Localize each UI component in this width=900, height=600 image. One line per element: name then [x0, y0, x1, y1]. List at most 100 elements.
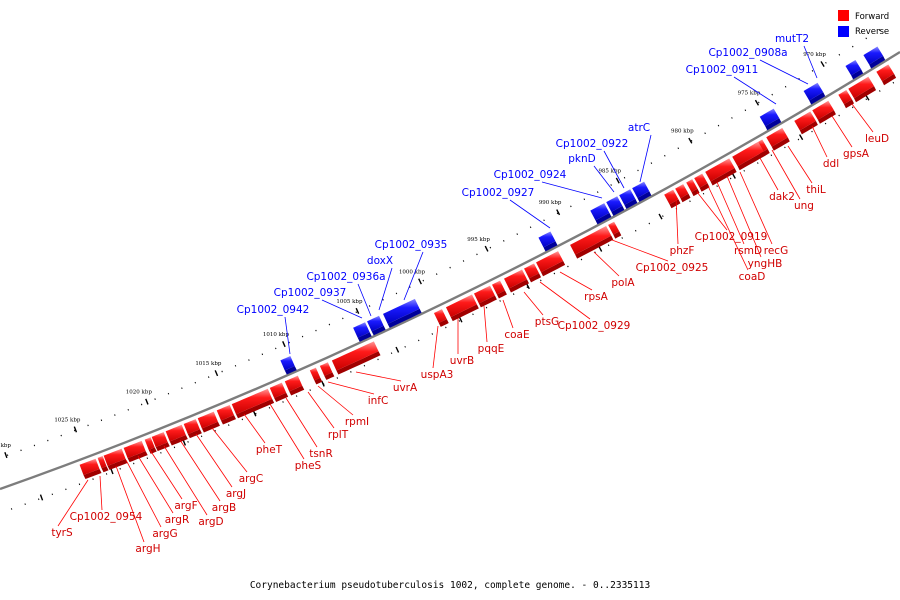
gene-feature-polA[interactable] [608, 221, 620, 235]
gene-feature-Cp1002_0937[interactable] [353, 322, 370, 338]
reverse-gene-label[interactable]: Cp1002_0924 [494, 169, 567, 181]
gene-feature-gpsA[interactable] [848, 76, 875, 99]
forward-gene-label[interactable]: polA [611, 277, 635, 289]
forward-gene-label[interactable]: argF [174, 500, 197, 512]
gene-feature-leuD[interactable] [876, 64, 895, 82]
gene-feature-Cp1002_0911[interactable] [803, 82, 824, 101]
reverse-gene-label[interactable]: Cp1002_0908a [708, 47, 787, 59]
forward-gene-label[interactable]: phzF [670, 245, 695, 257]
forward-gene-label[interactable]: rsmD [734, 245, 762, 257]
reverse-gene-label[interactable]: Cp1002_0935 [375, 239, 448, 251]
forward-gene-label[interactable]: Cp1002_0954 [70, 511, 143, 523]
forward-gene-label[interactable]: ung [794, 200, 814, 212]
gene-feature-rpmI[interactable] [309, 367, 321, 381]
reverse-gene-label[interactable]: pknD [568, 153, 596, 165]
gene-feature-uvrA[interactable] [331, 341, 379, 371]
forward-gene-label[interactable]: ptsG [535, 316, 559, 328]
forward-gene-label[interactable]: gpsA [843, 148, 870, 160]
forward-gene-label[interactable]: tsnR [309, 448, 333, 460]
gene-feature-coaE[interactable] [504, 269, 527, 289]
forward-gene-label[interactable]: leuD [865, 133, 889, 145]
gene-feature-mutT2[interactable] [863, 46, 884, 65]
gene-feature-Cp1002_0942[interactable] [280, 356, 295, 371]
gene-feature-ptsG[interactable] [524, 263, 540, 279]
gene-feature-tsnR[interactable] [269, 382, 287, 398]
gene-feature-dak2[interactable] [766, 127, 788, 147]
gene-feature-Cp1002_0924[interactable] [606, 196, 623, 212]
forward-gene-label[interactable]: dak2 [769, 191, 795, 203]
gene-feature-yngHB[interactable] [732, 141, 764, 167]
forward-gene-label[interactable]: argD [198, 516, 223, 528]
forward-gene-label[interactable]: recG [764, 245, 788, 257]
gene-feature-Cp1002_0936a[interactable] [367, 315, 384, 332]
gene-feature-pheT[interactable] [216, 404, 235, 421]
gene-feature-phzF[interactable] [664, 189, 679, 205]
forward-gene-label[interactable]: uvrB [450, 355, 474, 367]
gene-feature-Cp1002_0919[interactable] [686, 179, 698, 193]
gene-feature-rpsA[interactable] [570, 225, 612, 255]
forward-gene-label[interactable]: uvrA [393, 382, 418, 394]
forward-gene-label[interactable]: ddl [823, 158, 839, 170]
gene-feature-Cp1002_0908a[interactable] [845, 59, 862, 76]
forward-gene-label[interactable]: argR [165, 514, 190, 526]
gene-feature-ung[interactable] [794, 111, 816, 131]
gene-feature-atrC[interactable] [759, 108, 780, 127]
gene-feature-pheS[interactable] [231, 388, 273, 415]
forward-gene-label[interactable]: Cp1002_0925 [636, 262, 709, 274]
gene-feature-uspA3[interactable] [433, 309, 447, 323]
gene-feature-argD[interactable] [151, 432, 168, 448]
reverse-gene-label[interactable]: doxX [367, 255, 393, 267]
gene-feature-pknD[interactable] [619, 189, 636, 205]
forward-gene-label[interactable]: argC [239, 473, 264, 485]
gene-feature-argG[interactable] [103, 448, 126, 466]
forward-gene-label[interactable]: rpsA [584, 291, 608, 303]
gene-feature-ddl[interactable] [838, 89, 852, 105]
gene-feature-argF[interactable] [144, 437, 155, 450]
gene-feature-rsmD[interactable] [705, 158, 735, 182]
reverse-gene-label[interactable]: atrC [628, 122, 650, 134]
gene-feature-Cp1002_0925[interactable] [675, 184, 689, 199]
forward-gene-label[interactable]: argJ [226, 488, 246, 500]
gene-feature-argC[interactable] [197, 411, 218, 429]
gene-feature-Cp1002_0929[interactable] [536, 251, 564, 273]
gene-feature-rplT[interactable] [284, 375, 303, 392]
forward-gene-label[interactable]: pheT [256, 444, 283, 456]
forward-gene-label[interactable]: coaD [739, 271, 766, 283]
forward-gene-label[interactable]: yngHB [748, 258, 783, 270]
gene-feature-argH[interactable] [97, 456, 107, 469]
gene-feature-thiL[interactable] [812, 100, 834, 120]
reverse-gene-label[interactable]: Cp1002_0922 [556, 138, 629, 150]
gene-feature-infC[interactable] [319, 362, 333, 376]
gene-feature-tyrS[interactable] [79, 458, 100, 476]
reverse-gene-label[interactable]: Cp1002_0911 [686, 64, 759, 76]
gene-feature-argJ[interactable] [183, 419, 200, 435]
forward-gene-label[interactable]: argH [135, 543, 160, 555]
gene-feature-uvrB2[interactable] [445, 294, 477, 318]
gene-feature-coaD[interactable] [694, 173, 708, 188]
forward-gene-label[interactable]: pqqE [478, 343, 505, 355]
forward-gene-label[interactable]: argG [152, 528, 177, 540]
forward-gene-label[interactable]: rpmI [345, 416, 369, 428]
gene-feature-pqqE[interactable] [492, 280, 505, 295]
forward-gene-label[interactable]: uspA3 [421, 369, 454, 381]
forward-gene-label[interactable]: Cp1002_0919 [695, 231, 768, 243]
forward-gene-label[interactable]: infC [368, 395, 389, 407]
forward-gene-label[interactable]: rplT [328, 429, 349, 441]
gene-feature-Cp1002_0927[interactable] [590, 203, 610, 221]
forward-gene-label[interactable]: thiL [806, 184, 826, 196]
gene-feature-doxX[interactable] [383, 298, 420, 324]
forward-gene-label[interactable]: coaE [504, 329, 529, 341]
gene-feature-uvrB[interactable] [473, 285, 495, 304]
reverse-gene-label[interactable]: Cp1002_0936a [306, 271, 385, 283]
gene-feature-Cp1002_0922[interactable] [632, 181, 650, 198]
forward-gene-label[interactable]: tyrS [51, 527, 73, 539]
reverse-gene-label[interactable]: Cp1002_0927 [462, 187, 535, 199]
forward-gene-label[interactable]: pheS [295, 460, 322, 472]
forward-gene-label[interactable]: argB [212, 502, 236, 514]
gene-feature-argB[interactable] [165, 424, 186, 442]
gene-feature-argR[interactable] [123, 440, 146, 459]
reverse-gene-label[interactable]: Cp1002_0937 [274, 287, 347, 299]
gene-feature-Cp1002_0935[interactable] [538, 231, 556, 248]
forward-gene-label[interactable]: Cp1002_0929 [558, 320, 631, 332]
reverse-gene-label[interactable]: mutT2 [775, 33, 809, 45]
